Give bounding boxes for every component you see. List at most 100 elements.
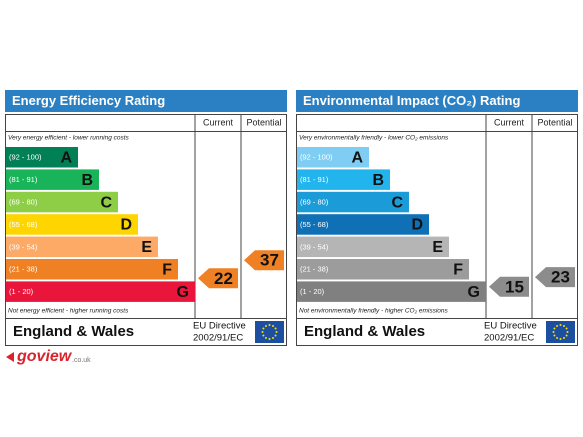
eu-star xyxy=(262,327,265,330)
logo: goview .co.uk xyxy=(6,348,91,365)
band-range: (1 - 20) xyxy=(9,287,34,296)
eu-star xyxy=(565,327,568,330)
band-letter: D xyxy=(411,217,423,234)
logo-suffix: .co.uk xyxy=(72,357,91,364)
rating-badge xyxy=(489,276,529,297)
panel-frame xyxy=(5,114,287,346)
band-bar xyxy=(297,259,469,280)
band-range: (21 - 38) xyxy=(300,265,329,274)
eu-star xyxy=(553,327,556,330)
column-header: Current xyxy=(494,117,525,127)
region: England & Wales xyxy=(304,323,425,340)
band-range: (1 - 20) xyxy=(300,287,325,296)
band-letter: D xyxy=(120,217,132,234)
eu-flag xyxy=(546,321,575,343)
directive: EU Directive xyxy=(193,321,246,332)
band-bar xyxy=(6,236,158,258)
eu-star xyxy=(275,331,278,333)
band-range: (55 - 68) xyxy=(9,220,38,229)
eu-star xyxy=(261,331,264,333)
directive: 2002/91/EC xyxy=(484,333,534,344)
band-bar xyxy=(6,191,118,213)
panel-title: Energy Efficiency Rating xyxy=(12,93,165,108)
eu-star xyxy=(565,334,568,337)
band-letter: F xyxy=(162,261,172,278)
eu-star xyxy=(268,324,271,326)
band-letter: C xyxy=(100,194,112,211)
column-header: Potential xyxy=(537,117,572,127)
eu-star xyxy=(268,338,271,340)
rating-panel: Environmental Impact (CO₂) Rating Current… xyxy=(296,90,578,346)
band-letter: E xyxy=(141,239,152,256)
band-letter: E xyxy=(432,239,443,256)
eu-star xyxy=(553,334,556,337)
band-letter: A xyxy=(351,149,363,166)
eu-star xyxy=(559,338,562,340)
band-letter: F xyxy=(453,261,463,278)
rating-badge xyxy=(244,250,284,271)
eu-star xyxy=(265,337,267,340)
eu-star xyxy=(262,334,265,337)
band-range: (69 - 80) xyxy=(9,198,38,207)
eu-star xyxy=(265,324,267,327)
band-range: (55 - 68) xyxy=(300,220,329,229)
band-range: (39 - 54) xyxy=(9,242,38,251)
band-range: (21 - 38) xyxy=(9,265,38,274)
eu-star xyxy=(566,331,569,333)
panel-frame xyxy=(296,114,578,346)
eu-star xyxy=(272,324,274,327)
band-bar xyxy=(6,281,195,302)
eu-flag xyxy=(255,321,284,343)
band-range: (81 - 91) xyxy=(9,175,38,184)
band-range: (81 - 91) xyxy=(300,175,329,184)
directive: 2002/91/EC xyxy=(193,333,243,344)
rating-panel: Energy Efficiency Rating Current Potential… xyxy=(5,90,287,346)
rating-badge xyxy=(535,267,575,288)
bottom-note: Not environmentally friendly - higher CO… xyxy=(299,308,449,315)
eu-star xyxy=(556,337,558,340)
band-bar xyxy=(297,147,369,168)
directive: EU Directive xyxy=(484,321,537,332)
band-bar xyxy=(6,214,138,235)
band-bar xyxy=(297,236,449,258)
band-letter: G xyxy=(177,284,189,301)
rating-value: 15 xyxy=(505,277,524,296)
band-range: (39 - 54) xyxy=(300,242,329,251)
eu-star xyxy=(559,324,562,326)
band-bar xyxy=(6,169,99,190)
band-letter: B xyxy=(81,172,93,189)
column-header: Current xyxy=(203,117,234,127)
band-letter: C xyxy=(391,194,403,211)
panel-title: Environmental Impact (CO₂) Rating xyxy=(303,93,520,108)
eu-star xyxy=(272,337,274,340)
band-letter: A xyxy=(60,149,72,166)
rating-value: 37 xyxy=(260,251,279,270)
band-bar xyxy=(297,191,409,213)
top-note: Very energy efficient - lower running co… xyxy=(8,135,130,142)
band-bar xyxy=(297,214,429,235)
rating-value: 23 xyxy=(551,268,570,287)
region: England & Wales xyxy=(13,323,134,340)
eu-star xyxy=(552,331,555,333)
eu-star xyxy=(274,327,277,330)
panel-header xyxy=(296,90,578,112)
panel-header xyxy=(5,90,287,112)
band-letter: G xyxy=(468,284,480,301)
column-header: Potential xyxy=(246,117,281,127)
band-bar xyxy=(6,259,178,280)
eu-star xyxy=(274,334,277,337)
band-range: (92 - 100) xyxy=(9,153,42,162)
band-range: (69 - 80) xyxy=(300,198,329,207)
rating-badge xyxy=(198,268,238,289)
eu-star xyxy=(563,324,565,327)
band-bar xyxy=(6,147,78,168)
eu-star xyxy=(556,324,558,327)
band-bar xyxy=(297,169,390,190)
eu-star xyxy=(563,337,565,340)
band-bar xyxy=(297,281,486,302)
band-range: (92 - 100) xyxy=(300,153,333,162)
band-letter: B xyxy=(372,172,384,189)
logo-brand: goview xyxy=(16,348,73,365)
bottom-note: Not energy efficient - higher running co… xyxy=(8,308,129,315)
